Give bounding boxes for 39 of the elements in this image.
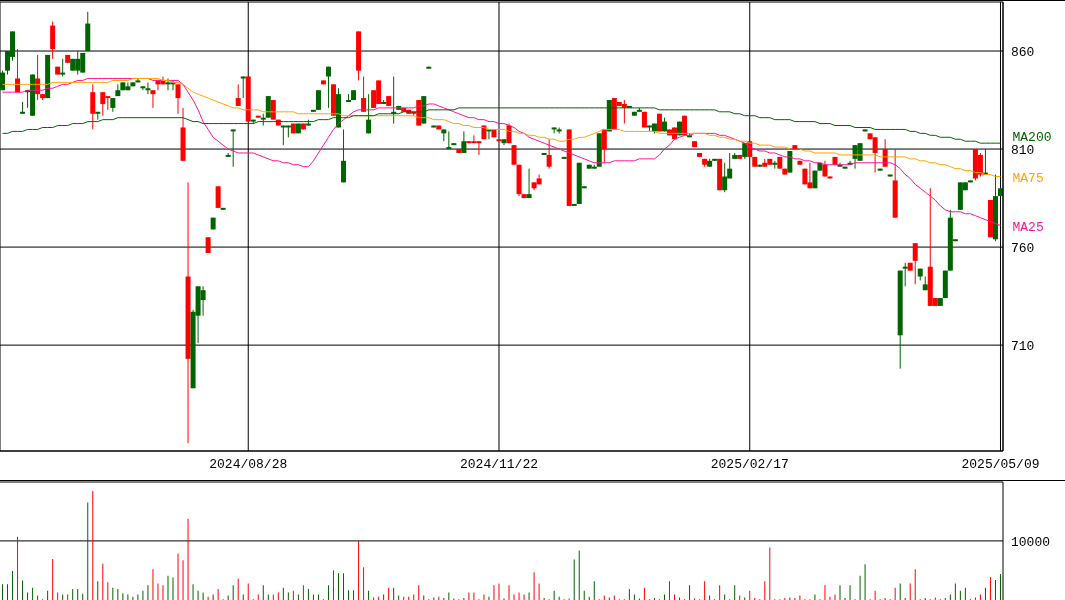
candlestick: [15, 48, 21, 93]
candlestick: [50, 21, 56, 60]
candlestick: [722, 162, 728, 193]
candlestick: [200, 285, 206, 317]
x-tick-label: 2024/08/28: [209, 457, 288, 473]
y-tick-label: 860: [1011, 44, 1035, 60]
candlestick: [100, 91, 106, 117]
candlestick: [215, 185, 221, 209]
series-label: MA25: [1012, 219, 1044, 235]
candlestick: [912, 242, 918, 285]
candlestick: [315, 89, 321, 111]
line-series: [2, 77, 1001, 227]
candlestick: [461, 130, 467, 154]
candlestick: [977, 152, 983, 177]
candlestick: [526, 168, 532, 199]
candlestick: [175, 83, 181, 115]
y-tick-label: 10000: [1011, 534, 1051, 550]
candlestick: [230, 128, 236, 168]
series-label: MA75: [1012, 170, 1044, 186]
candlestick: [511, 144, 517, 166]
candlestick: [90, 83, 96, 130]
candlestick: [145, 81, 151, 95]
candlestick: [341, 128, 347, 183]
x-tick-label: 2024/11/22: [459, 457, 538, 473]
candlestick: [601, 128, 607, 164]
y-tick-label: 710: [1011, 338, 1035, 354]
x-tick-label: 2025/05/09: [961, 457, 1040, 473]
y-tick-label: 760: [1011, 240, 1035, 256]
candlestick: [150, 89, 156, 109]
candlestick: [325, 66, 331, 109]
candlestick: [140, 85, 146, 91]
candlestick: [235, 83, 241, 107]
candlestick: [546, 138, 552, 170]
x-tick-label: 2025/02/17: [710, 457, 789, 473]
candlestick: [872, 136, 878, 174]
candlestick: [361, 76, 367, 113]
candlestick: [265, 95, 271, 119]
candlestick: [35, 54, 41, 101]
candlestick: [902, 262, 908, 287]
